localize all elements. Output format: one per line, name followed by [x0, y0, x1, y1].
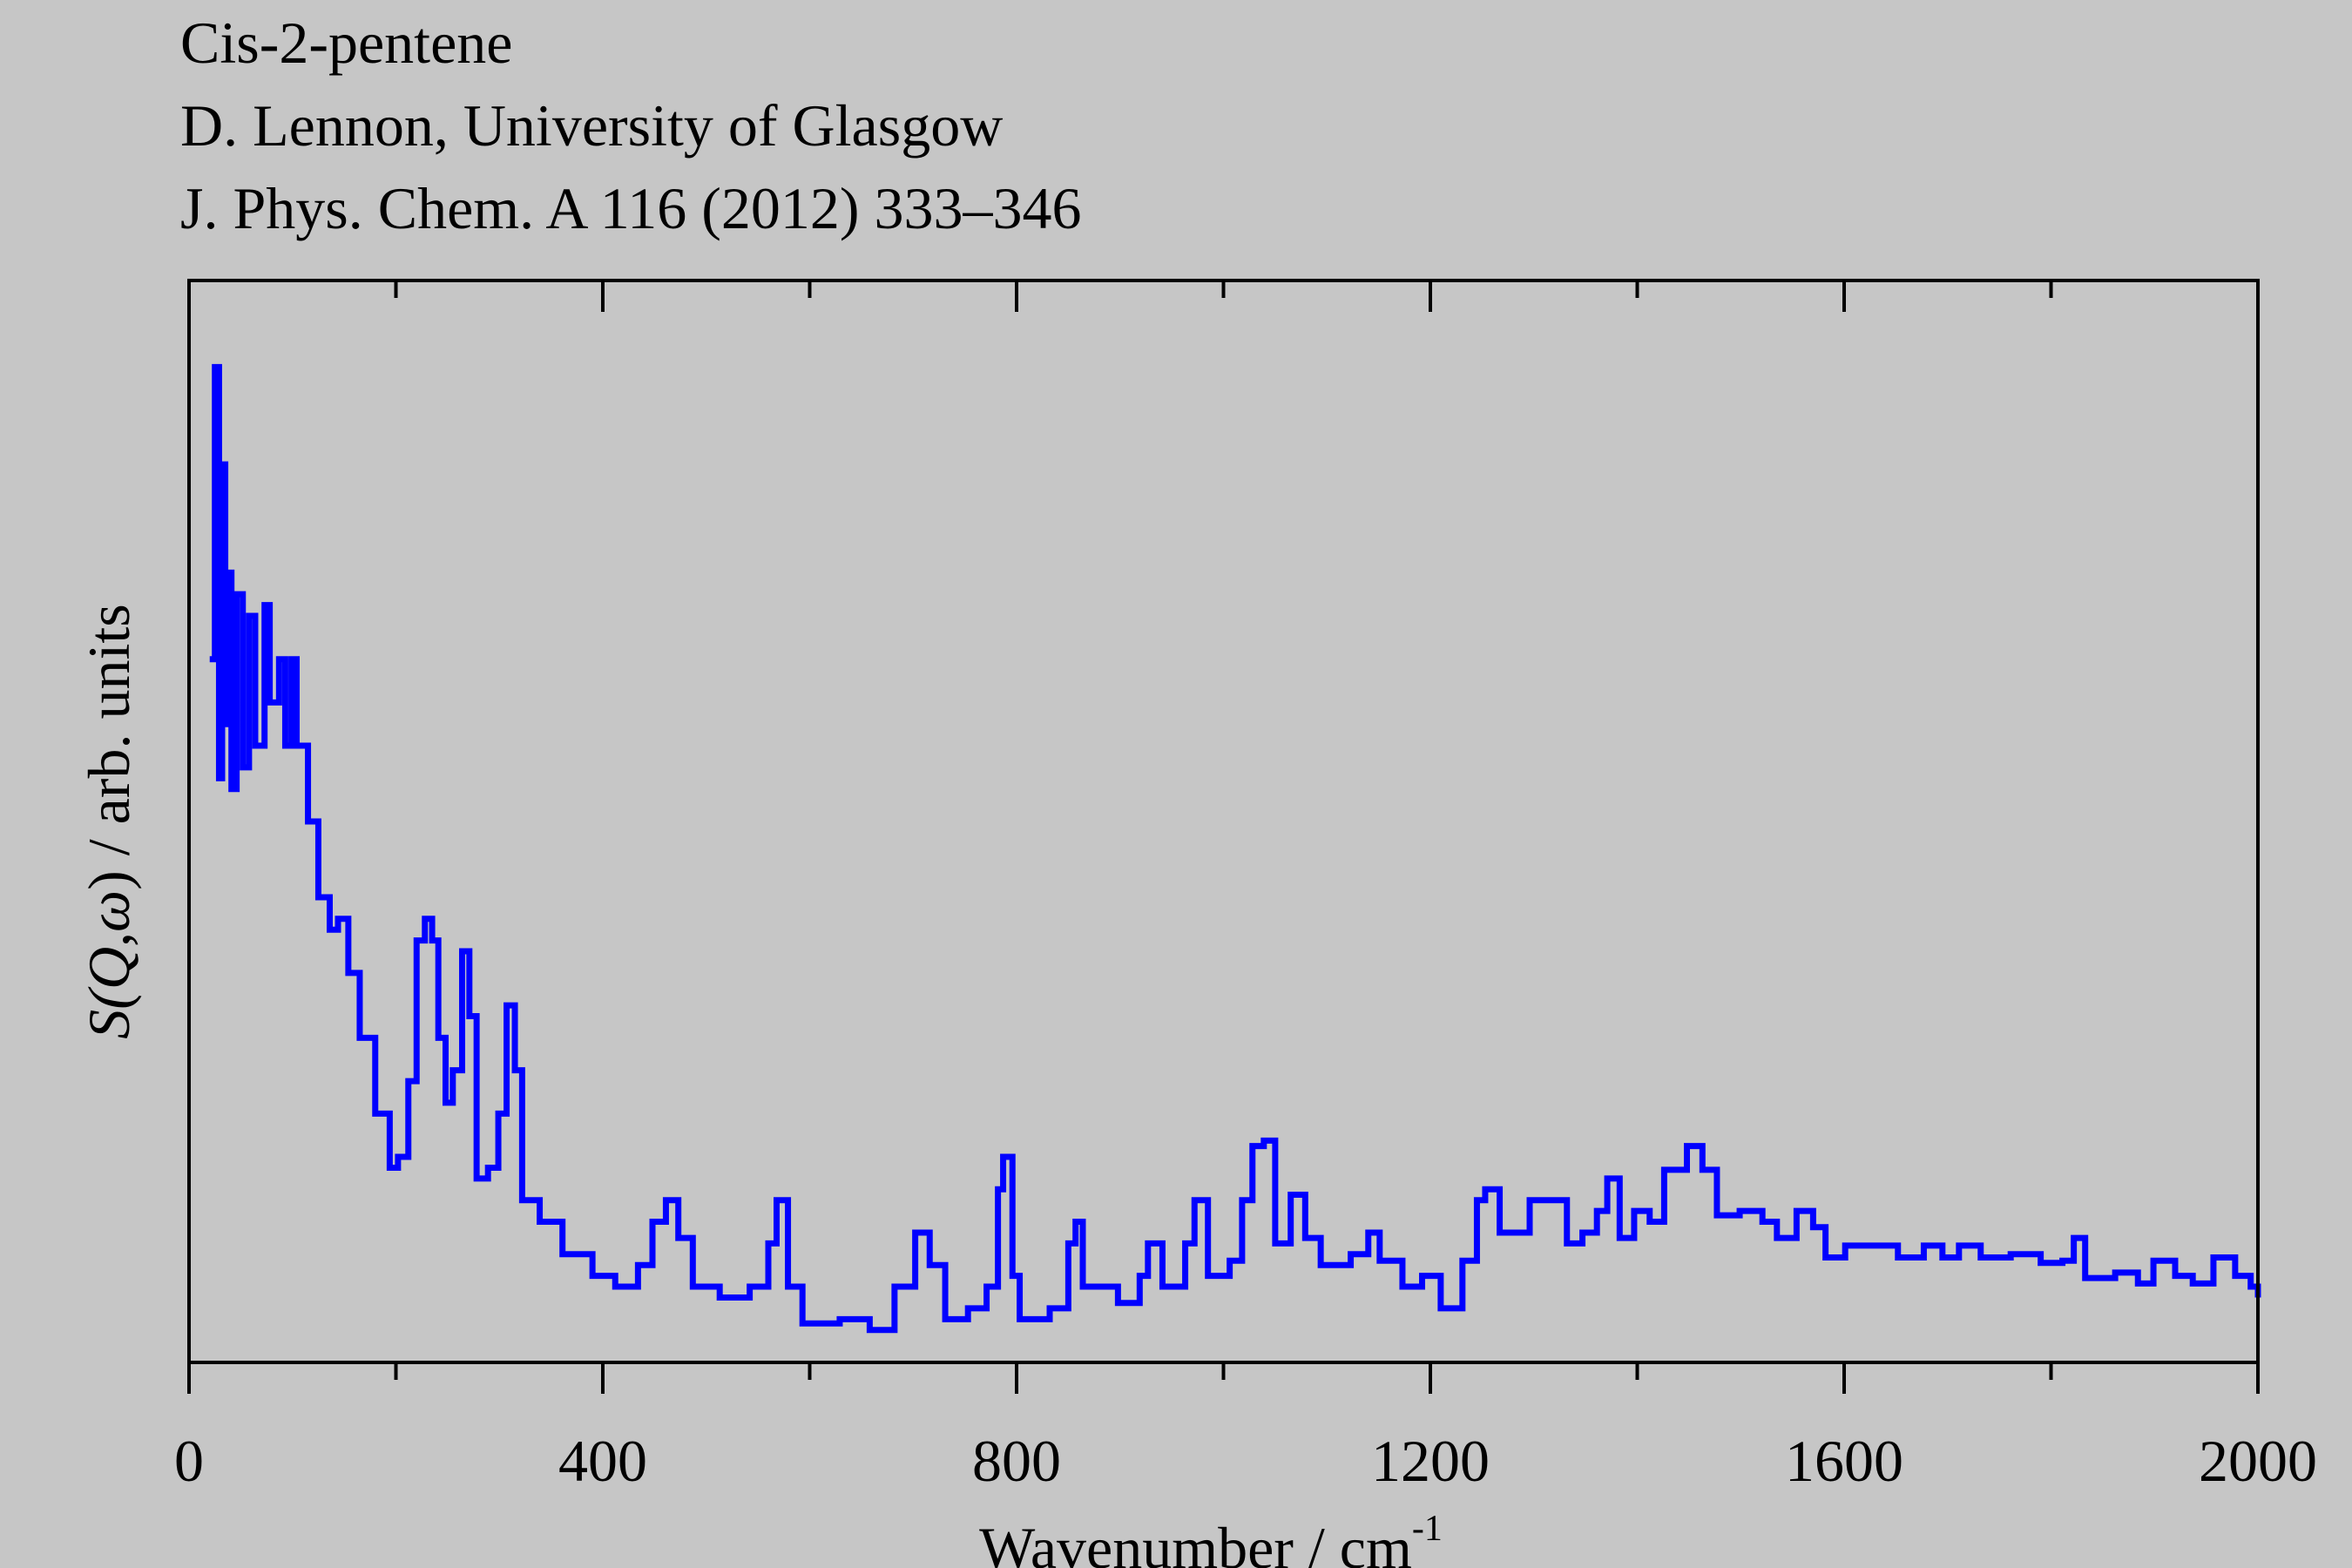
- x-tick-label: 1200: [1371, 1428, 1490, 1494]
- x-tick-label: 800: [972, 1428, 1061, 1494]
- x-axis-label: Wavenumber / cm-1: [979, 1509, 1443, 1568]
- series-line: [209, 363, 2261, 1334]
- chart-title: Cis-2-pentene: [180, 10, 512, 76]
- chart-reference: J. Phys. Chem. A 116 (2012) 333–346: [180, 175, 1082, 241]
- plot-frame: [187, 279, 2260, 1364]
- x-tick-labels: 0 400 800 1200 1600 2000: [174, 1428, 2317, 1494]
- x-tick-label: 2000: [2199, 1428, 2317, 1494]
- x-axis-label-superscript: -1: [1412, 1509, 1443, 1549]
- y-axis-label: S(Q,ω) / arb. units: [76, 604, 142, 1038]
- x-tick-label: 400: [558, 1428, 647, 1494]
- chart-author: D. Lennon, University of Glasgow: [180, 92, 1003, 159]
- x-tick-label: 0: [174, 1428, 204, 1494]
- x-tick-label: 1600: [1785, 1428, 1903, 1494]
- x-ticks: [187, 280, 2260, 1394]
